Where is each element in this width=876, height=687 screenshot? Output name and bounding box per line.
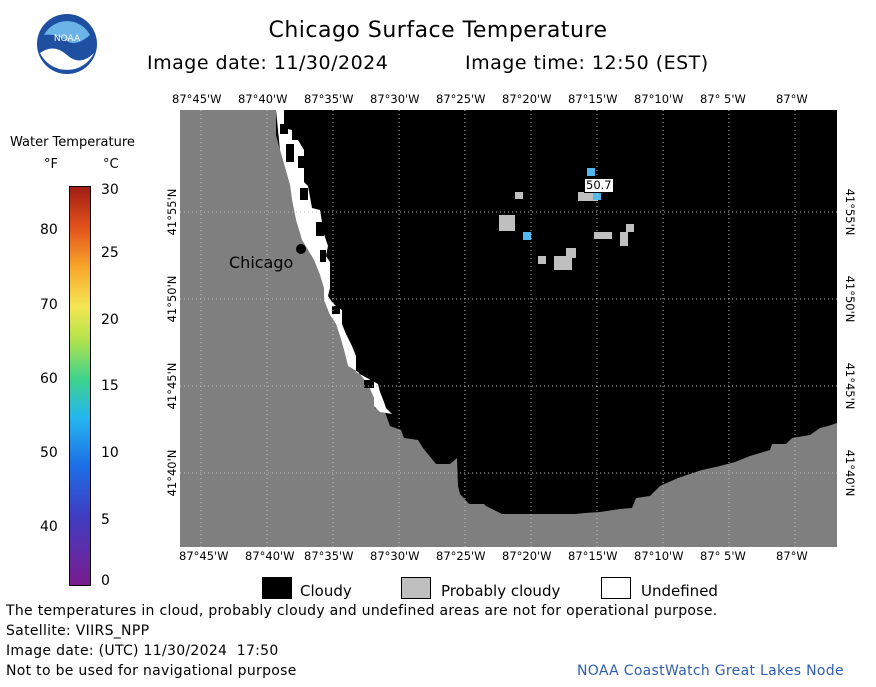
lon-tick-bottom: 87°30'W	[370, 549, 420, 563]
lon-tick-top: 87°10'W	[634, 92, 684, 106]
lake-cloudy-area	[276, 110, 837, 514]
temp-annotation: 50.7	[584, 178, 614, 193]
lon-tick-top: 87°35'W	[304, 92, 354, 106]
graticule	[180, 110, 837, 547]
f-tick: 70	[40, 297, 58, 313]
c-tick: 20	[101, 312, 119, 328]
lon-tick-top: 87°30'W	[370, 92, 420, 106]
lon-tick-top: 87° 5'W	[700, 92, 746, 106]
probably-cloudy-patch	[620, 232, 628, 246]
lat-tick-right: 41°45'N	[843, 362, 857, 410]
lon-tick-bottom: 87° 5'W	[700, 549, 746, 563]
probably-cloudy-patch	[538, 256, 546, 264]
f-tick: 60	[40, 371, 58, 387]
legend-undefined-label: Undefined	[641, 582, 718, 600]
noaa-logo: NOAA	[37, 14, 97, 74]
c-tick: 15	[101, 378, 119, 394]
lat-tick-left: 41°50'N	[165, 275, 179, 323]
legend-cloudy-label: Cloudy	[300, 582, 352, 600]
legend-probably-cloudy-swatch	[401, 577, 431, 599]
logo-text: NOAA	[54, 34, 81, 44]
c-tick: 30	[101, 182, 119, 198]
lon-tick-top: 87°15'W	[568, 92, 618, 106]
colorbar-title: Water Temperature	[10, 135, 135, 150]
probably-cloudy-patch	[566, 248, 576, 258]
nav-warning: Not to be used for navigational purpose	[6, 663, 297, 679]
colorbar-unit-f: °F	[44, 157, 58, 172]
image-time: Image time: 12:50 (EST)	[465, 52, 709, 74]
lat-tick-left: 41°45'N	[165, 362, 179, 410]
image-date: Image date: 11/30/2024	[147, 52, 389, 74]
lat-tick-right: 41°55'N	[843, 188, 857, 236]
credit: NOAA CoastWatch Great Lakes Node	[577, 663, 844, 679]
lon-tick-top: 87°20'W	[502, 92, 552, 106]
probably-cloudy-patch	[515, 192, 523, 199]
lon-tick-bottom: 87°W	[776, 549, 808, 563]
probably-cloudy-patch	[499, 215, 515, 231]
lon-tick-bottom: 87°15'W	[568, 549, 618, 563]
temp-annotation-value: 50.7	[586, 178, 612, 192]
satellite: Satellite: VIIRS_NPP	[6, 623, 150, 639]
lon-tick-top: 87°25'W	[436, 92, 486, 106]
probably-cloudy-patch	[554, 256, 572, 270]
lon-tick-bottom: 87°40'W	[245, 549, 295, 563]
c-tick: 25	[101, 245, 119, 261]
utc-date: Image date: (UTC) 11/30/2024 17:50	[6, 643, 279, 659]
lon-tick-bottom: 87°45'W	[179, 549, 229, 563]
water-temp-pixel	[523, 232, 531, 240]
colorbar	[69, 186, 91, 586]
map-area	[180, 110, 837, 547]
f-tick: 50	[40, 445, 58, 461]
lat-tick-left: 41°55'N	[165, 188, 179, 236]
legend-cloudy-swatch	[262, 577, 292, 599]
water-temp-pixel	[593, 192, 601, 200]
legend-undefined-swatch	[601, 577, 631, 599]
legend-probably-cloudy-label: Probably cloudy	[441, 582, 561, 600]
lon-tick-top: 87°45'W	[172, 92, 222, 106]
lon-tick-top: 87°W	[776, 92, 808, 106]
water-temp-pixel	[587, 168, 595, 176]
f-tick: 40	[40, 519, 58, 535]
city-label: Chicago	[229, 253, 294, 272]
f-tick: 80	[40, 222, 58, 238]
shore-undefined-area	[276, 110, 392, 414]
lon-tick-top: 87°40'W	[238, 92, 288, 106]
probably-cloudy-patch	[594, 232, 612, 239]
c-tick: 5	[101, 512, 110, 528]
probably-cloudy-patch	[578, 192, 598, 201]
lat-tick-right: 41°50'N	[843, 275, 857, 323]
lon-tick-bottom: 87°35'W	[304, 549, 354, 563]
probably-cloudy-patch	[626, 224, 634, 232]
lon-tick-bottom: 87°20'W	[502, 549, 552, 563]
colorbar-unit-c: °C	[103, 157, 119, 172]
lon-tick-bottom: 87°10'W	[634, 549, 684, 563]
lon-tick-bottom: 87°25'W	[436, 549, 486, 563]
lat-tick-left: 41°40'N	[165, 449, 179, 497]
lat-tick-right: 41°40'N	[843, 449, 857, 497]
chicago-marker	[296, 244, 306, 254]
page-title: Chicago Surface Temperature	[268, 18, 608, 43]
c-tick: 0	[101, 573, 110, 589]
disclaimer: The temperatures in cloud, probably clou…	[6, 603, 718, 619]
c-tick: 10	[101, 445, 119, 461]
